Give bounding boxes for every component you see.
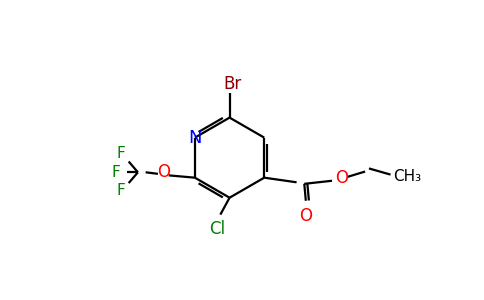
Text: Cl: Cl (209, 220, 226, 238)
Text: N: N (188, 129, 202, 147)
Text: O: O (299, 207, 312, 225)
Text: F: F (112, 165, 121, 180)
Text: F: F (117, 183, 125, 198)
Text: O: O (335, 169, 348, 188)
Text: CH₃: CH₃ (393, 169, 422, 184)
Text: F: F (117, 146, 125, 161)
Text: Br: Br (224, 75, 242, 93)
Text: O: O (157, 163, 170, 181)
